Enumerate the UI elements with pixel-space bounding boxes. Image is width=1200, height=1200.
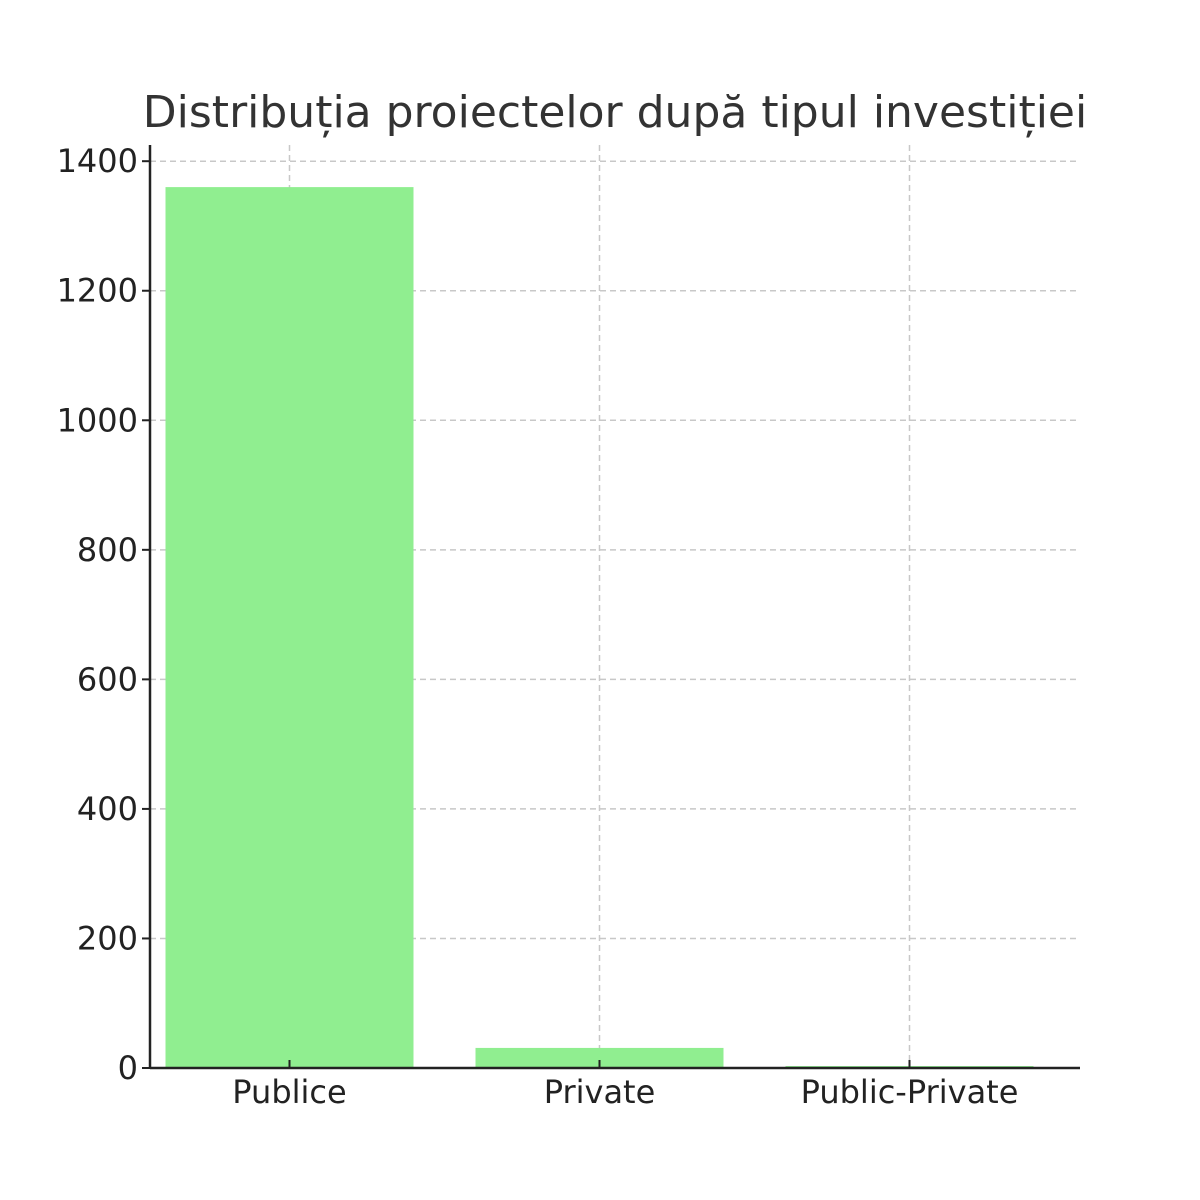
x-tick-label: Publice [232,1073,346,1111]
y-tick-label: 400 [77,790,138,828]
bars [165,187,1034,1069]
y-tick-label: 200 [77,919,138,957]
y-tick-label: 600 [77,660,138,698]
y-tick-label: 0 [118,1049,138,1087]
tick-labels: 0 200 400 600 800 1000 1200 1400 Publice Private P… [57,142,1019,1111]
x-tick-label: Public-Private [801,1073,1019,1111]
y-tick-label: 1000 [57,401,138,439]
x-tick-label: Private [544,1073,656,1111]
bar-private [475,1047,724,1068]
bar-publice [165,187,414,1069]
y-tick-label: 1400 [57,142,138,180]
y-tick-label: 800 [77,531,138,569]
axes [142,145,1080,1070]
chart-title: Distribuția proiectelor după tipul inves… [143,87,1087,138]
y-tick-label: 1200 [57,272,138,310]
